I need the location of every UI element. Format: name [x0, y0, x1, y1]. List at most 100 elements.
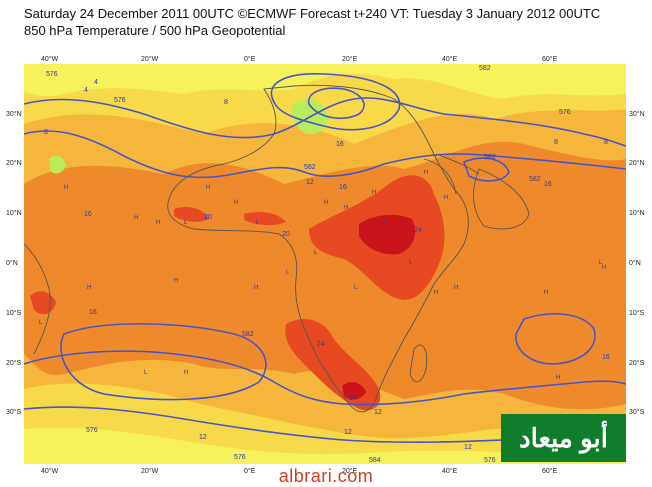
- high-mark: H: [174, 278, 178, 284]
- lon-label-40e-top: 40°E: [442, 56, 458, 63]
- lat-label-30n-left: 30°N: [6, 111, 22, 118]
- lat-label-10n-right: 10°N: [629, 210, 645, 217]
- contour-label: 24: [317, 341, 325, 348]
- high-mark: H: [344, 205, 348, 211]
- contour-label: 582: [484, 154, 496, 161]
- contour-label: 576: [234, 454, 246, 461]
- lon-label-20e-bottom: 20°E: [342, 468, 358, 475]
- contour-label: 16: [89, 309, 97, 316]
- contour-label: 582: [304, 164, 316, 171]
- high-mark: H: [156, 220, 160, 226]
- temp-field-24-south: [342, 382, 366, 400]
- coastlines: [24, 84, 530, 413]
- high-mark: H: [444, 195, 448, 201]
- lon-label-60e-top: 60°E: [542, 56, 558, 63]
- low-mark: L: [354, 285, 358, 291]
- lon-label-40e-bottom: 40°E: [442, 468, 458, 475]
- contour-label: 576: [86, 427, 98, 434]
- contour-label: 16: [602, 354, 610, 361]
- contour-label: 12: [464, 444, 472, 451]
- lon-label-20w-top: 20°W: [141, 56, 159, 63]
- high-mark: H: [254, 285, 258, 291]
- contour-labels: 576 576 582 582 582 576 8 8 4 12 12 16 1…: [44, 65, 610, 464]
- contour-label: 582: [479, 65, 491, 72]
- high-mark: H: [454, 285, 458, 291]
- contour-label: 576: [46, 71, 58, 78]
- high-mark: H: [64, 185, 68, 191]
- contour-label: 12: [344, 429, 352, 436]
- low-mark: L: [286, 270, 290, 276]
- lon-label-40w-top: 40°W: [41, 56, 59, 63]
- forecast-title: Saturday 24 December 2011 00UTC ©ECMWF F…: [24, 6, 601, 21]
- lon-label-0e-bottom: 0°E: [244, 468, 256, 475]
- contour-label: 16: [339, 184, 347, 191]
- high-mark: H: [324, 200, 328, 206]
- contour-label: 16: [544, 181, 552, 188]
- lat-label-0n-left: 0°N: [6, 260, 18, 267]
- contour-label: 8: [224, 99, 228, 106]
- lat-label-20s-left: 20°S: [6, 360, 22, 367]
- watermark-logo: أبو ميعاد: [501, 414, 626, 462]
- lat-label-20n-right: 20°N: [629, 160, 645, 167]
- contour-label: 8: [554, 139, 558, 146]
- lon-label-40w-bottom: 40°W: [41, 468, 59, 475]
- contour-label: 576: [559, 109, 571, 116]
- high-mark: H: [424, 170, 428, 176]
- lat-label-10s-left: 10°S: [6, 310, 22, 317]
- site-credit: albrari.com: [278, 466, 374, 486]
- contour-label: 12: [374, 409, 382, 416]
- low-mark: L: [256, 220, 260, 226]
- weather-map: 576 576 582 582 582 576 8 8 4 12 12 16 1…: [24, 64, 626, 464]
- low-mark: L: [384, 220, 388, 226]
- temp-field-cold-green-2: [49, 155, 66, 174]
- contour-label: 20: [282, 231, 290, 238]
- low-mark: L: [409, 260, 413, 266]
- contour-label: 4: [94, 79, 98, 86]
- lat-label-30n-right: 30°N: [629, 111, 645, 118]
- contour-label: 576: [114, 97, 126, 104]
- lon-label-60e-bottom: 60°E: [542, 468, 558, 475]
- contour-label: 584: [369, 457, 381, 464]
- contour-label: 576: [484, 457, 496, 464]
- lat-label-20n-left: 20°N: [6, 160, 22, 167]
- lat-label-10s-right: 10°S: [629, 310, 645, 317]
- contour-label: 8: [604, 139, 608, 146]
- lon-label-20w-bottom: 20°W: [141, 468, 159, 475]
- contour-label: 582: [529, 176, 541, 183]
- high-mark: H: [372, 190, 376, 196]
- low-mark: L: [184, 220, 188, 226]
- lat-label-10n-left: 10°N: [6, 210, 22, 217]
- contour-label: 20: [204, 214, 212, 221]
- temp-field-south-pale: [24, 427, 626, 464]
- high-mark: H: [206, 185, 210, 191]
- high-mark: H: [134, 215, 138, 221]
- contour-label: 16: [336, 141, 344, 148]
- contour-label: 12: [306, 179, 314, 186]
- high-mark: H: [602, 265, 606, 271]
- contour-label: 16: [84, 211, 92, 218]
- high-mark: H: [434, 290, 438, 296]
- temp-field-20-coast: [244, 211, 286, 226]
- contour-label: 24: [414, 227, 422, 234]
- high-mark: H: [87, 285, 91, 291]
- contour-label: 12: [199, 434, 207, 441]
- forecast-subtitle: 850 hPa Temperature / 500 hPa Geopotenti…: [24, 23, 286, 38]
- contour-label: 24: [349, 395, 357, 402]
- temp-field-20-west: [174, 207, 209, 222]
- temp-field-north-pale: [24, 64, 626, 99]
- contour-label: 582: [242, 331, 254, 338]
- lat-label-0n-right: 0°N: [629, 260, 641, 267]
- lat-label-20s-right: 20°S: [629, 360, 645, 367]
- temp-field-24-central: [359, 214, 416, 255]
- lat-label-30s-left: 30°S: [6, 409, 22, 416]
- pressure-marks: H H H H H H H H H H H H H H H H H H H L …: [39, 170, 606, 381]
- contour-label: 4: [84, 87, 88, 94]
- high-mark: H: [556, 375, 560, 381]
- high-mark: H: [544, 290, 548, 296]
- contour-label: 8: [44, 129, 48, 136]
- high-mark: H: [184, 370, 188, 376]
- lon-label-0e-top: 0°E: [244, 56, 256, 63]
- low-mark: L: [314, 250, 318, 256]
- lon-label-20e-top: 20°E: [342, 56, 358, 63]
- high-mark: H: [234, 200, 238, 206]
